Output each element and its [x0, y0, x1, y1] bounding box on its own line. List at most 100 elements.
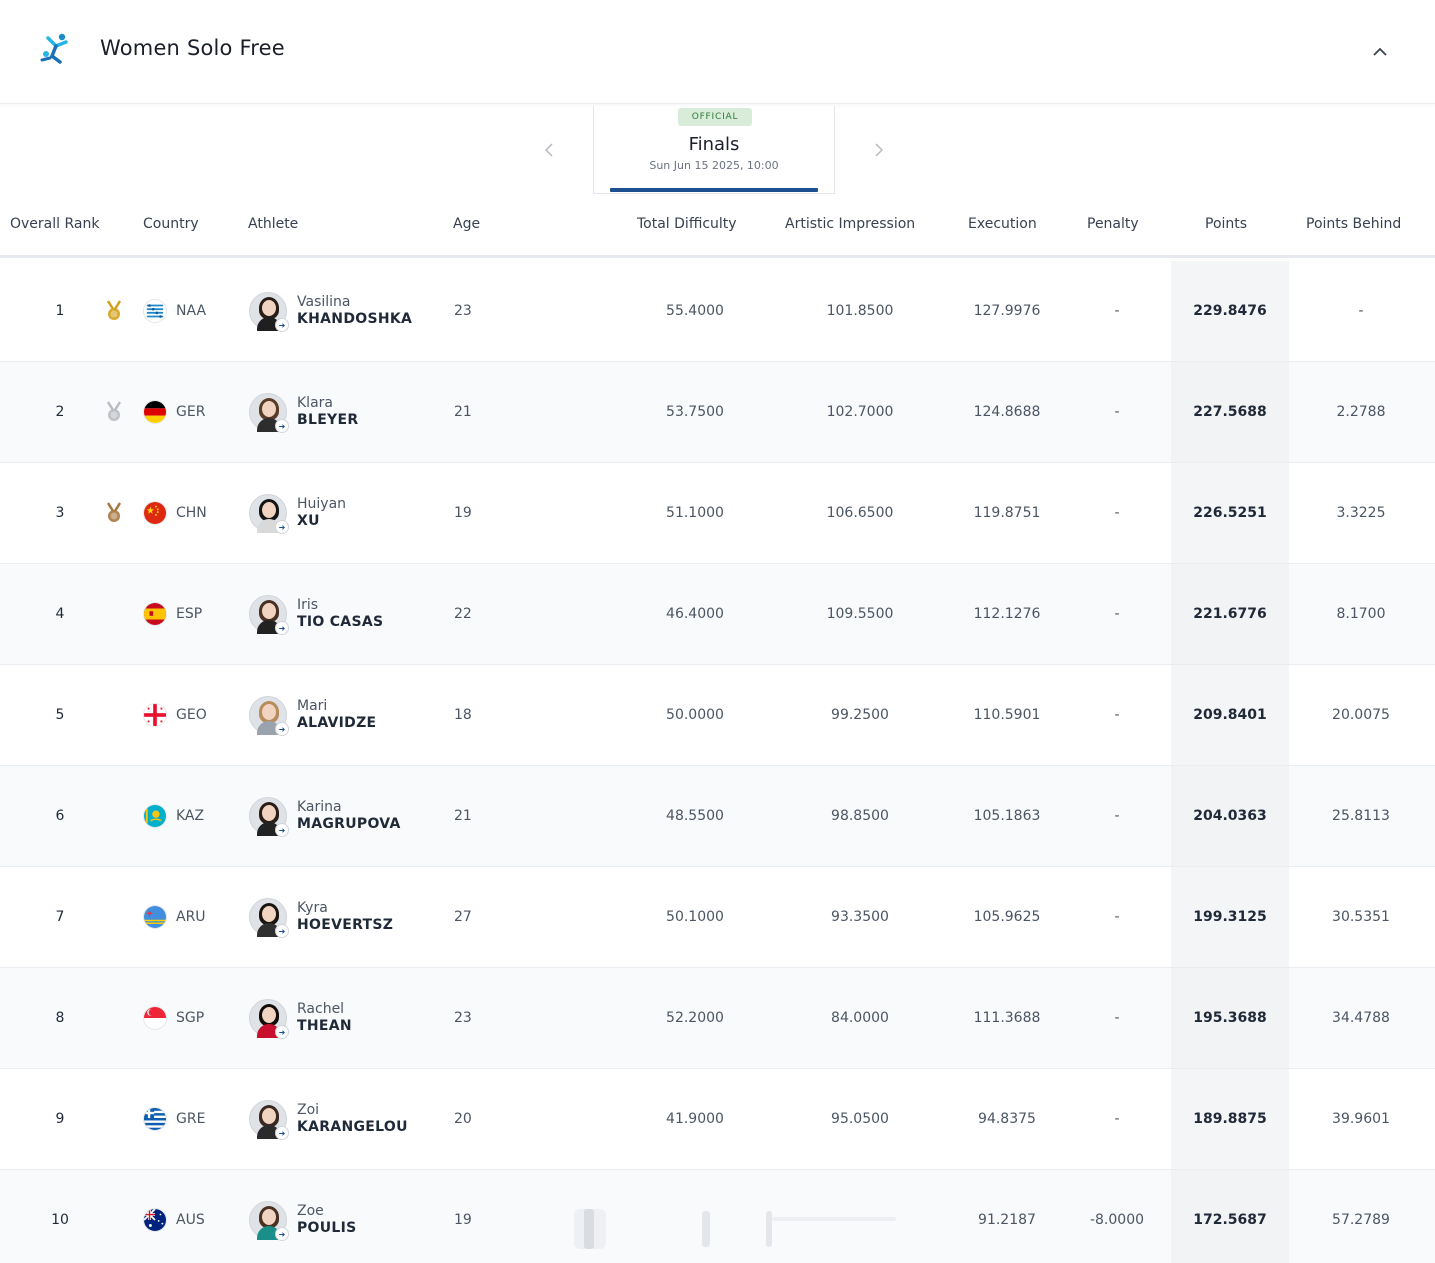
points-behind-cell: 39.9601 — [1332, 1111, 1390, 1127]
athlete-photo[interactable]: ➜ — [249, 665, 289, 765]
chevron-up-icon — [1373, 47, 1387, 56]
athlete-photo[interactable]: ➜ — [249, 968, 289, 1068]
table-row[interactable]: 6 KAZ ➜ Karina MAGRUPOVA 21 48.5500 98.8… — [0, 766, 1435, 867]
arrow-right-icon: ➜ — [275, 1126, 289, 1140]
column-header-points-behind[interactable]: Points Behind — [1306, 216, 1402, 232]
points-behind-cell: 25.8113 — [1332, 808, 1390, 824]
athlete-photo[interactable]: ➜ — [249, 463, 289, 563]
previous-round-button[interactable] — [538, 137, 560, 163]
athlete-name[interactable]: Huiyan XU — [297, 463, 447, 563]
athlete-photo[interactable]: ➜ — [249, 766, 289, 866]
points-cell: 199.3125 — [1171, 867, 1289, 967]
column-header-rank[interactable]: Overall Rank — [10, 216, 100, 232]
execution-cell: 94.8375 — [978, 1111, 1036, 1127]
arrow-right-icon: ➜ — [275, 722, 289, 736]
athlete-last-name: XU — [297, 513, 320, 529]
age-cell: 21 — [454, 404, 472, 420]
athlete-first-name: Iris — [297, 597, 319, 613]
athlete-name[interactable]: Zoe POULIS — [297, 1170, 447, 1263]
arrow-right-icon: ➜ — [275, 318, 289, 332]
points-behind-cell: 30.5351 — [1332, 909, 1390, 925]
rank-cell: 2 — [55, 404, 65, 420]
column-header-difficulty[interactable]: Total Difficulty — [637, 216, 737, 232]
country-flag-icon — [143, 867, 169, 967]
column-header-points[interactable]: Points — [1205, 216, 1248, 232]
column-header-penalty[interactable]: Penalty — [1087, 216, 1139, 232]
table-row[interactable]: 10 AUS ➜ Zoe POULIS 19 91.2187 -8.0000 1… — [0, 1170, 1435, 1263]
next-round-button[interactable] — [868, 137, 890, 163]
athlete-name[interactable]: Rachel THEAN — [297, 968, 447, 1068]
country-code: SGP — [176, 1010, 205, 1026]
table-row[interactable]: 2 GER ➜ Klara BLEYER 21 53.7500 102.7000… — [0, 362, 1435, 463]
table-row[interactable]: 4 ESP ➜ Iris TIO CASAS 22 46.4000 109.55… — [0, 564, 1435, 665]
round-tab-finals[interactable]: OFFICIAL Finals Sun Jun 15 2025, 10:00 — [593, 106, 835, 194]
rank-cell: 6 — [55, 808, 65, 824]
athlete-photo[interactable]: ➜ — [249, 1170, 289, 1263]
age-cell: 19 — [454, 1212, 472, 1228]
athlete-first-name: Karina — [297, 799, 342, 815]
athlete-photo[interactable]: ➜ — [249, 261, 289, 361]
athlete-name[interactable]: Kyra HOEVERTSZ — [297, 867, 447, 967]
athlete-photo[interactable]: ➜ — [249, 1069, 289, 1169]
athlete-name[interactable]: Mari ALAVIDZE — [297, 665, 447, 765]
athlete-name[interactable]: Karina MAGRUPOVA — [297, 766, 447, 866]
athlete-name[interactable]: Klara BLEYER — [297, 362, 447, 462]
country-flag-icon — [143, 766, 169, 866]
penalty-cell: - — [1114, 909, 1120, 925]
athlete-photo[interactable]: ➜ — [249, 867, 289, 967]
penalty-cell: - — [1114, 606, 1120, 622]
artistic-cell: 84.0000 — [831, 1010, 889, 1026]
athlete-first-name: Zoe — [297, 1203, 324, 1219]
table-row[interactable]: 8 SGP ➜ Rachel THEAN 23 52.2000 84.0000 … — [0, 968, 1435, 1069]
penalty-cell: - — [1114, 808, 1120, 824]
table-row[interactable]: 9 GRE ➜ Zoi KARANGELOU 20 41.9000 95.050… — [0, 1069, 1435, 1170]
age-cell: 23 — [454, 303, 472, 319]
athlete-photo[interactable]: ➜ — [249, 564, 289, 664]
artistic-cell: 101.8500 — [826, 303, 894, 319]
penalty-cell: -8.0000 — [1089, 1212, 1145, 1228]
loading-placeholder — [574, 1209, 896, 1249]
column-header-country[interactable]: Country — [143, 216, 199, 232]
athlete-name[interactable]: Iris TIO CASAS — [297, 564, 447, 664]
rank-cell: 3 — [55, 505, 65, 521]
medal-cell — [103, 564, 125, 664]
table-row[interactable]: 5 GEO ➜ Mari ALAVIDZE 18 50.0000 99.2500… — [0, 665, 1435, 766]
athlete-last-name: BLEYER — [297, 412, 359, 428]
medal-cell — [103, 1069, 125, 1169]
points-behind-cell: 3.3225 — [1336, 505, 1386, 521]
artistic-cell: 102.7000 — [826, 404, 894, 420]
medal-cell — [103, 463, 125, 563]
column-header-execution[interactable]: Execution — [968, 216, 1037, 232]
rank-cell: 4 — [55, 606, 65, 622]
difficulty-cell: 46.4000 — [666, 606, 724, 622]
points-cell: 204.0363 — [1171, 766, 1289, 866]
athlete-last-name: HOEVERTSZ — [297, 917, 394, 933]
athlete-name[interactable]: Zoi KARANGELOU — [297, 1069, 447, 1169]
penalty-cell: - — [1114, 505, 1120, 521]
penalty-cell: - — [1114, 404, 1120, 420]
bronze-medal-icon — [106, 502, 122, 522]
execution-cell: 105.1863 — [973, 808, 1041, 824]
column-header-athlete[interactable]: Athlete — [248, 216, 299, 232]
medal-cell — [103, 1170, 125, 1263]
column-header-artistic[interactable]: Artistic Impression — [785, 216, 916, 232]
active-tab-indicator — [610, 188, 818, 192]
country-flag-icon — [143, 1170, 169, 1263]
athlete-name[interactable]: Vasilina KHANDOSHKA — [297, 261, 447, 361]
table-row[interactable]: 7 ARU ➜ Kyra HOEVERTSZ 27 50.1000 93.350… — [0, 867, 1435, 968]
column-header-age[interactable]: Age — [453, 216, 481, 232]
points-cell: 229.8476 — [1171, 261, 1289, 361]
rank-cell: 7 — [55, 909, 65, 925]
points-behind-cell: 20.0075 — [1332, 707, 1390, 723]
country-flag-icon — [143, 463, 169, 563]
difficulty-cell: 50.0000 — [666, 707, 724, 723]
difficulty-cell: 53.7500 — [666, 404, 724, 420]
collapse-button[interactable] — [1368, 40, 1392, 62]
table-row[interactable]: 1 NAA ➜ Vasilina KHANDOSHKA 23 55.4000 1… — [0, 261, 1435, 362]
table-row[interactable]: 3 CHN ➜ Huiyan XU 19 51.1000 106.6500 11… — [0, 463, 1435, 564]
penalty-cell: - — [1114, 707, 1120, 723]
arrow-right-icon: ➜ — [275, 1025, 289, 1039]
athlete-first-name: Klara — [297, 395, 333, 411]
athlete-photo[interactable]: ➜ — [249, 362, 289, 462]
rank-cell: 1 — [55, 303, 65, 319]
